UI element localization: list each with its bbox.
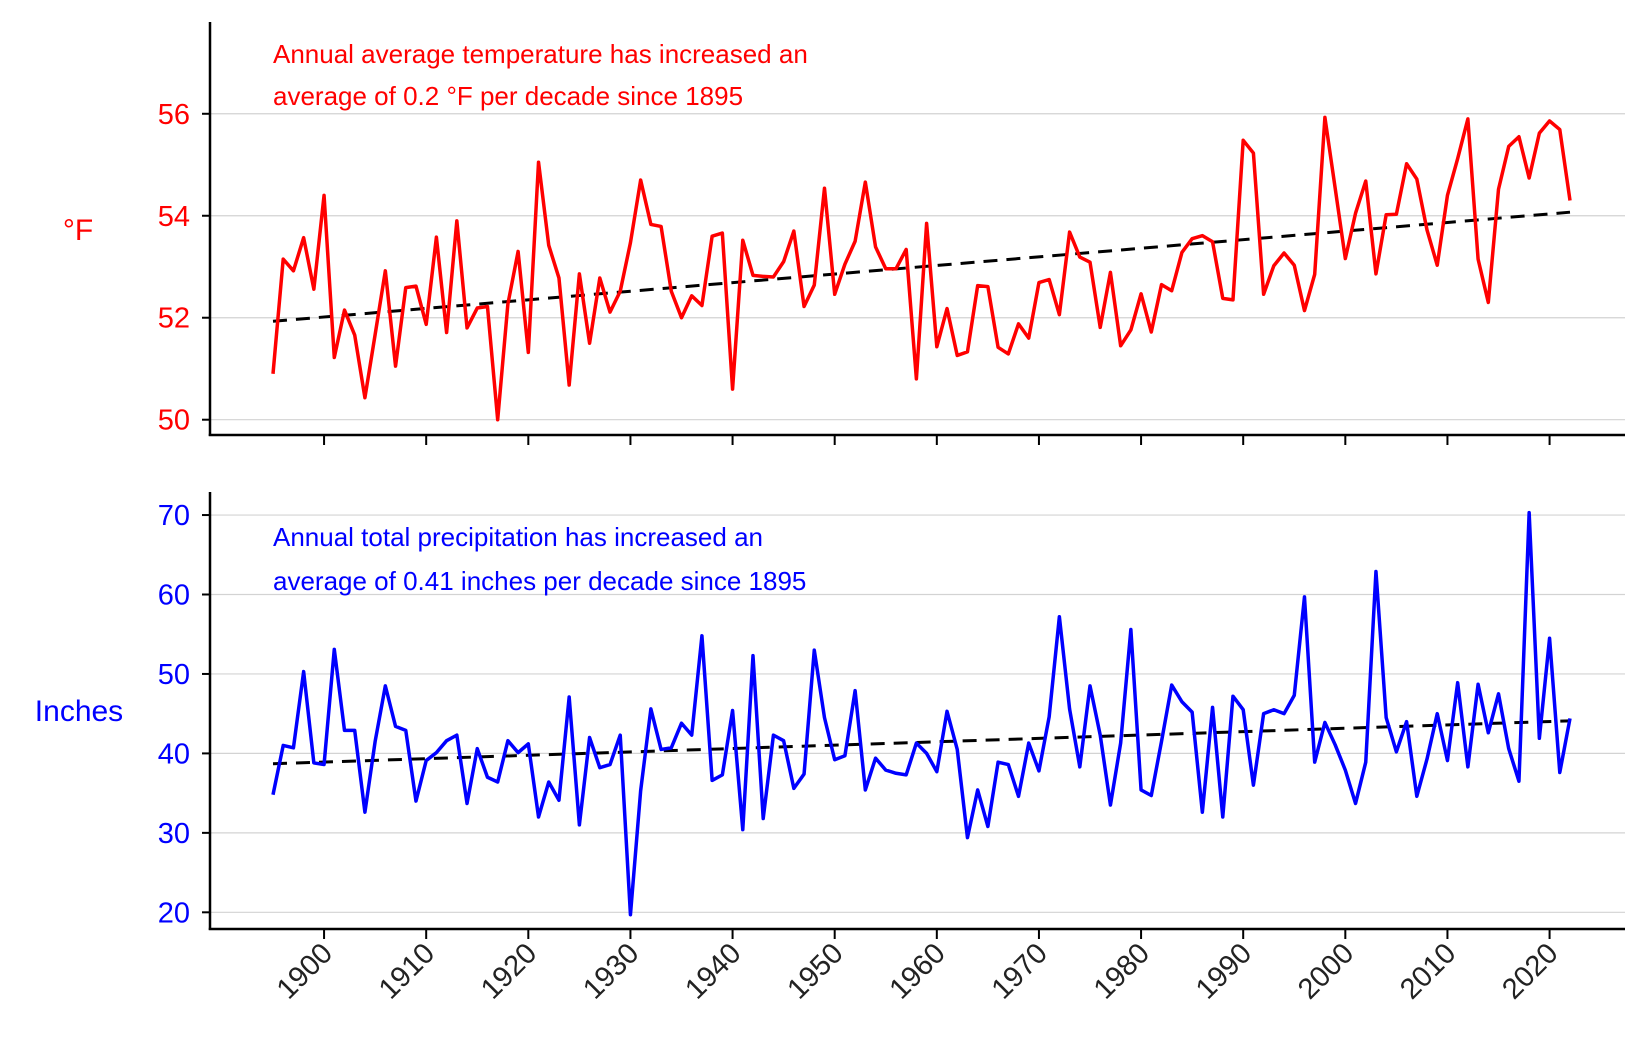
precipitation-annotation-line-1: Annual total precipitation has increased…	[273, 522, 763, 552]
temperature-data-points	[272, 117, 1571, 420]
y-tick-label: 52	[158, 303, 190, 335]
x-tick-label: 1920	[475, 937, 543, 1005]
precipitation-data-points	[272, 512, 1571, 915]
temperature-trend-line	[272, 210, 1571, 323]
y-tick-label: 54	[158, 201, 190, 233]
precipitation-annotation-line-2: average of 0.41 inches per decade since …	[273, 566, 806, 596]
y-tick-label: 40	[158, 738, 190, 770]
x-tick-label: 1980	[1088, 937, 1156, 1005]
temperature-x-ticks	[323, 435, 1551, 445]
x-tick-label: 1960	[884, 937, 952, 1005]
x-tick-label: 2020	[1496, 937, 1564, 1005]
temperature-y-ticks: 50 52 54 56	[158, 99, 210, 437]
y-tick-label: 70	[158, 500, 190, 532]
x-tick-label: 2010	[1394, 937, 1462, 1005]
x-tick-label: 1930	[577, 937, 645, 1005]
x-tick-label: 1970	[986, 937, 1054, 1005]
y-tick-label: 30	[158, 818, 190, 850]
temperature-annotation-line-1: Annual average temperature has increased…	[273, 39, 808, 69]
x-tick-label: 1940	[679, 937, 747, 1005]
precipitation-panel: 20 30 40 50 60 70 Inches Annual total precipi…	[35, 492, 1625, 1006]
precipitation-gridlines	[210, 514, 1625, 913]
x-tick-label: 1950	[781, 937, 849, 1005]
y-tick-label: 60	[158, 579, 190, 611]
precipitation-y-axis-label: Inches	[35, 695, 123, 728]
temperature-annotation-line-2: average of 0.2 °F per decade since 1895	[273, 81, 743, 111]
y-tick-label: 56	[158, 99, 190, 131]
x-tick-label: 1990	[1190, 937, 1258, 1005]
x-tick-labels: 1900 1910 1920 1930 1940 1950 1960 1970 1980 1990…	[271, 937, 1565, 1005]
temperature-series-line	[271, 115, 1572, 422]
x-tick-label: 2000	[1292, 937, 1360, 1005]
temperature-y-axis-label: °F	[63, 214, 93, 247]
precipitation-series-line	[271, 510, 1572, 917]
temperature-panel: 50 52 54 56 °F Annual average temperature h…	[63, 22, 1625, 445]
y-tick-label: 50	[158, 405, 190, 437]
precipitation-trend-line	[272, 719, 1571, 766]
precipitation-y-ticks: 20 30 40 50 60 70	[158, 500, 210, 929]
x-tick-label: 1900	[271, 937, 339, 1005]
x-tick-label: 1910	[373, 937, 441, 1005]
y-tick-label: 50	[158, 659, 190, 691]
precipitation-x-ticks	[323, 929, 1551, 939]
y-tick-label: 20	[158, 897, 190, 929]
